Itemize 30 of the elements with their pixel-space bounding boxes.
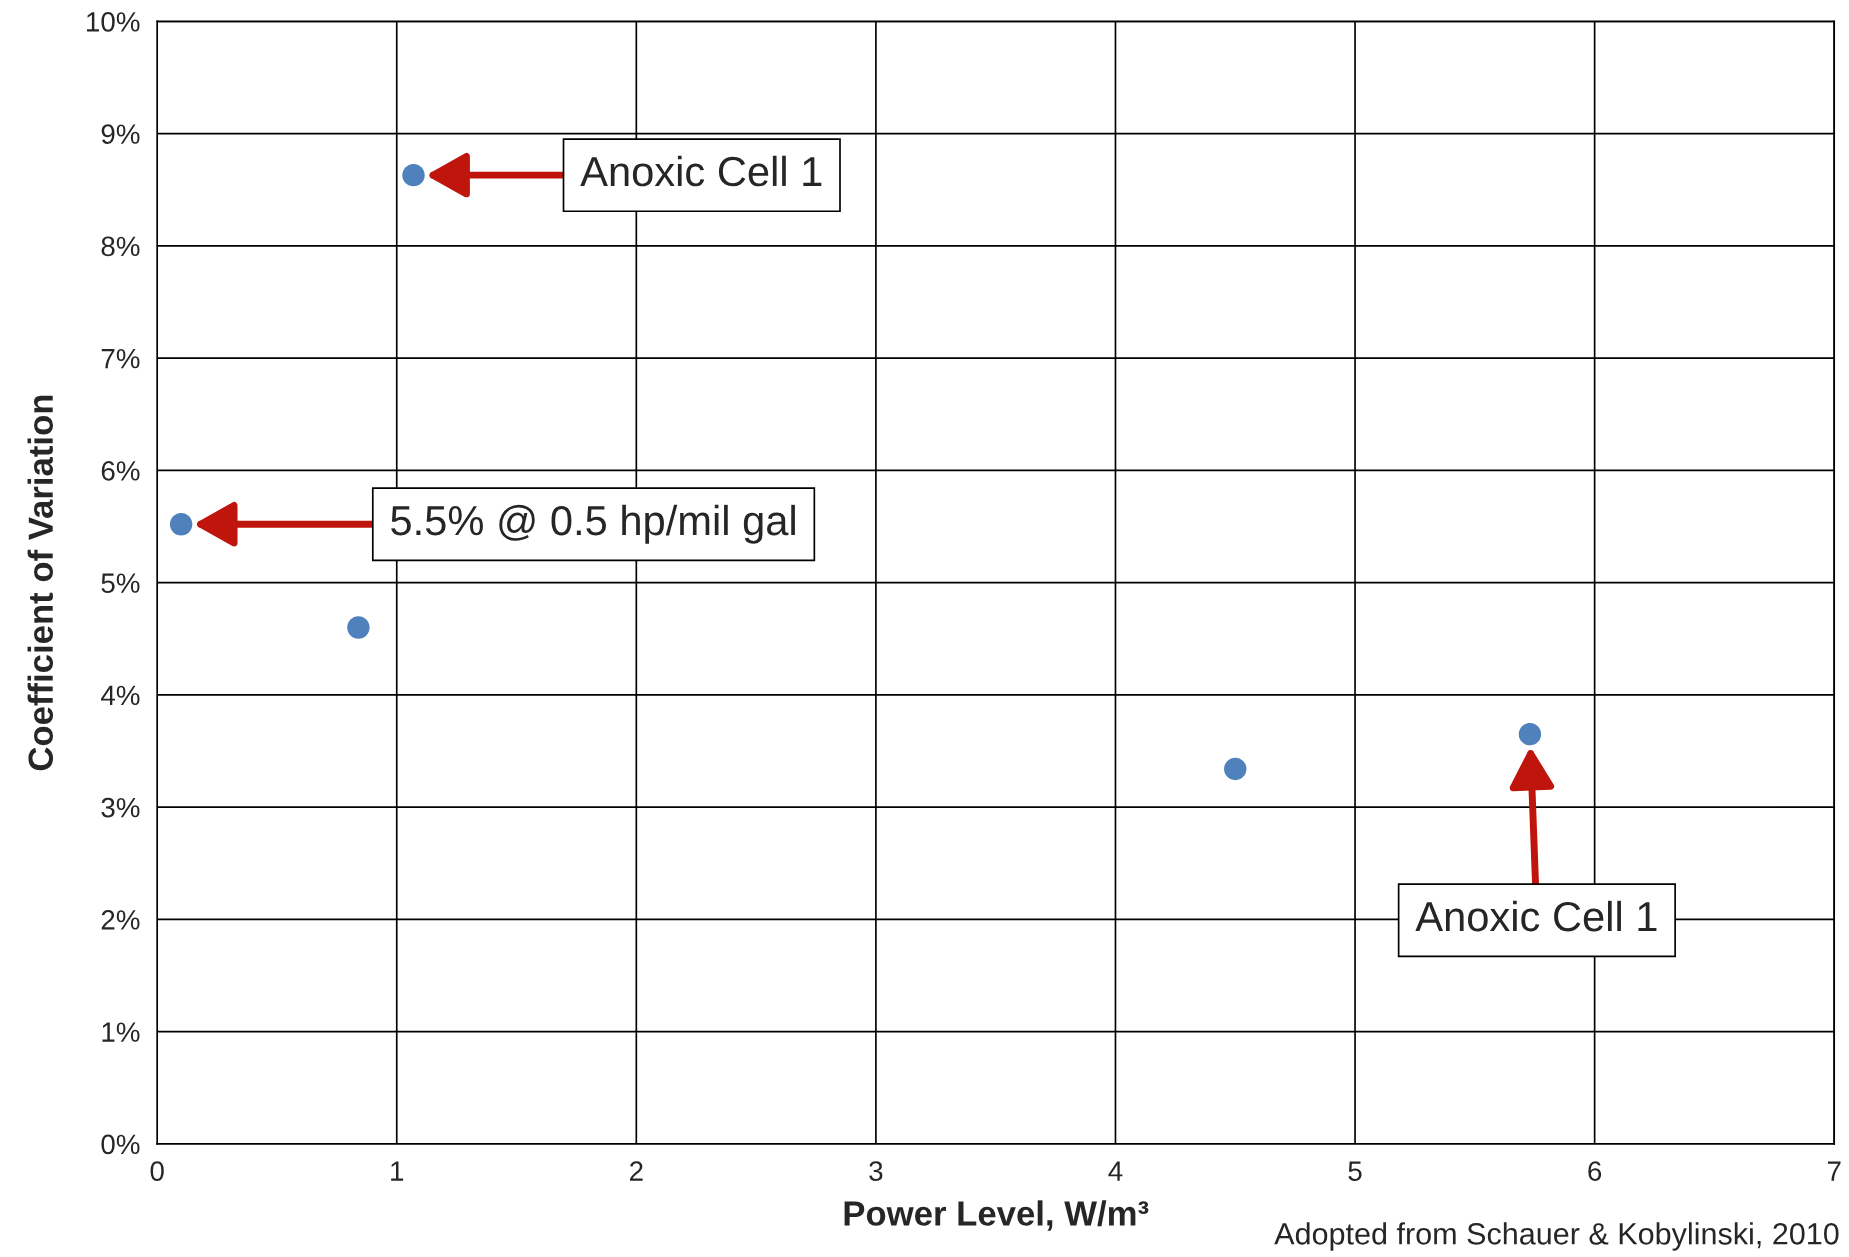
- y-tick-label: 4%: [100, 685, 140, 706]
- x-tick-label: 2: [629, 1161, 643, 1181]
- y-tick-label: 10%: [87, 12, 140, 32]
- annotation: 5.5% @ 0.5 hp/mil gal: [391, 504, 795, 544]
- annotation: Anoxic Cell 1: [1415, 900, 1657, 932]
- y-tick-label: 0%: [101, 1134, 140, 1155]
- x-axis-title: Power Level, W/m³: [844, 1200, 1149, 1231]
- y-tick-label: 7%: [101, 348, 140, 369]
- x-tick-label: 4: [1108, 1161, 1123, 1181]
- annotation: Anoxic Cell 1: [580, 155, 822, 187]
- y-tick-label: 1%: [102, 1022, 140, 1042]
- y-tick-label: 2%: [101, 910, 140, 930]
- y-axis-title: Coefficient of Variation: [27, 395, 54, 771]
- x-tick-label: 7: [1827, 1161, 1841, 1181]
- point: [169, 513, 193, 536]
- y-tick-label: 6%: [101, 461, 140, 481]
- point: [1518, 722, 1542, 746]
- x-tick-label: 3: [869, 1161, 883, 1181]
- y-tick-label: 9%: [101, 124, 140, 144]
- y-tick-label: 5%: [101, 573, 140, 593]
- point: [402, 163, 425, 187]
- x-tick-label: 1: [391, 1161, 404, 1181]
- y-tick-label: 3%: [101, 797, 140, 818]
- point: [1224, 757, 1247, 781]
- point: [347, 616, 370, 639]
- x-tick-label: 5: [1348, 1161, 1362, 1181]
- x-tick-label: 6: [1588, 1161, 1602, 1181]
- y-tick-label: 8%: [101, 236, 140, 257]
- text: Adopted from Schauer & Kobylinski, 2010: [1274, 1222, 1839, 1251]
- x-tick-label: 0: [150, 1161, 164, 1181]
